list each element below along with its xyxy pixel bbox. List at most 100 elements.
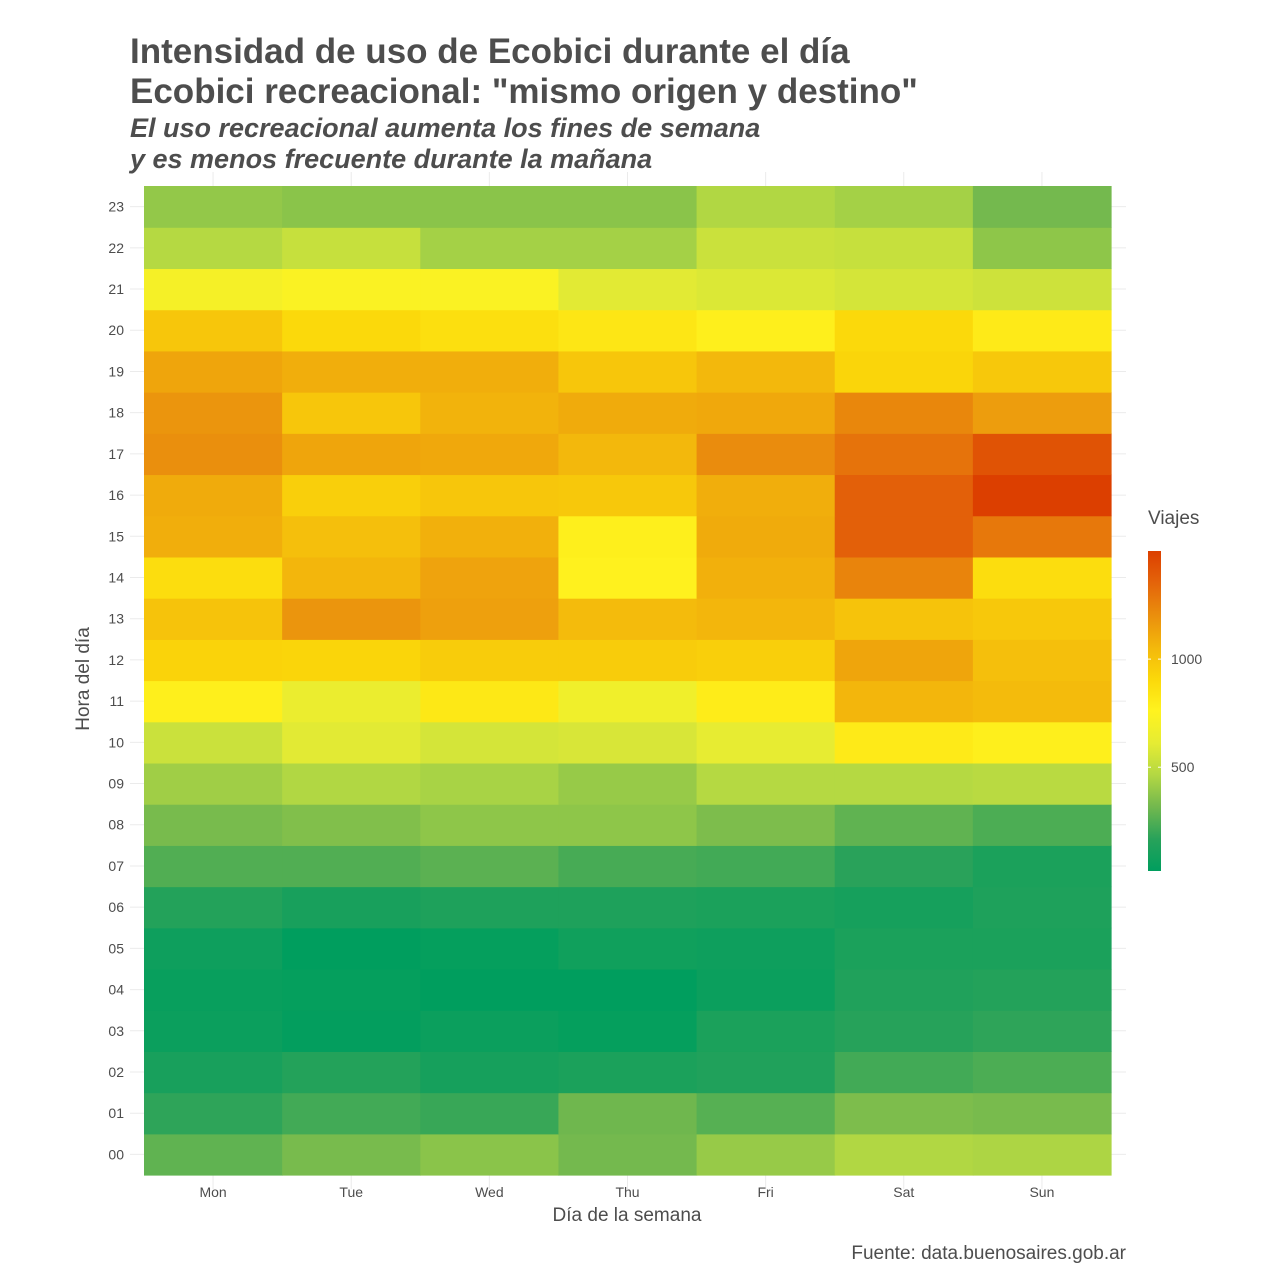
heatmap-cell [834,639,974,682]
heatmap-cell [420,680,560,723]
heatmap-cell [696,227,836,270]
colorbar-tick-label: 1000 [1171,651,1202,667]
heatmap-cell [558,392,698,434]
heatmap-cell [696,433,836,476]
heatmap-cell [972,721,1112,764]
heatmap-cell [834,515,974,558]
heatmap-cell [282,762,421,805]
heatmap-cell [420,804,560,846]
heatmap-cell [144,1010,283,1052]
heatmap-cell [420,1092,560,1135]
heatmap-cell [558,886,698,929]
heatmap-cell [144,350,283,393]
x-tick-label: Sat [893,1184,914,1200]
heatmap-cell [282,309,421,352]
x-axis-ticks: Mon Tue Wed Thu Fri Sat Sun [199,1184,1054,1200]
x-tick-label: Wed [475,1184,504,1200]
heatmap-cell [144,309,283,352]
heatmap-cell [696,845,836,888]
y-tick-label: 09 [108,776,124,792]
heatmap-cell [144,227,283,270]
heatmap-cell [144,721,283,764]
heatmap-cell [558,927,698,970]
heatmap-cell [420,350,560,393]
heatmap-cell [834,968,974,1011]
heatmap-cell [834,1092,974,1135]
heatmap-cell [420,886,560,929]
heatmap-cell [282,598,421,640]
heatmap-cell [144,515,283,558]
heatmap-cell [420,1051,560,1094]
heatmap-cell [696,350,836,393]
heatmap-cell [972,845,1112,888]
heatmap-cell [972,639,1112,682]
heatmap-cell [558,1133,698,1176]
heatmap-cell [282,1010,421,1052]
y-tick-label: 14 [108,569,124,585]
heatmap-cell [282,804,421,846]
heatmap-cell [834,433,974,476]
heatmap-cell [972,515,1112,558]
y-tick-label: 06 [108,899,124,915]
heatmap-cell [144,680,283,723]
colorbar-title: Viajes [1148,508,1199,529]
heatmap-cell [282,556,421,599]
heatmap-cell [834,474,974,517]
heatmap-cell [696,1133,836,1176]
y-tick-label: 17 [108,446,124,462]
heatmap-cell [972,762,1112,805]
heatmap-cell [558,433,698,476]
y-tick-label: 23 [108,199,124,215]
heatmap-cell [282,680,421,723]
heatmap-cell [144,886,283,929]
heatmap-cell [282,1092,421,1135]
heatmap-cell [420,186,560,228]
heatmap-cell [282,392,421,434]
heatmap-cell [696,598,836,640]
heatmap-cell [696,762,836,805]
heatmap-cell [558,721,698,764]
heatmap-cell [834,886,974,929]
heatmap-cell [144,639,283,682]
heatmap-cell [282,268,421,311]
x-tick-label: Thu [615,1184,639,1200]
y-axis-ticks: 00 01 02 03 04 05 06 07 08 09 10 11 12 13 14 15 16 17 18 19… [108,199,124,1163]
heatmap-cell [834,1051,974,1094]
heatmap-cell [558,1092,698,1135]
heatmap-cell [972,804,1112,846]
heatmap-cell [558,762,698,805]
heatmap-cell [420,433,560,476]
y-tick-label: 08 [108,817,124,833]
heatmap-cell [282,968,421,1011]
heatmap-cell [972,392,1112,434]
heatmap-cell [558,309,698,352]
heatmap-cell [696,639,836,682]
y-tick-label: 05 [108,940,124,956]
heatmap-cells [144,186,1112,1176]
heatmap-cell [282,186,421,228]
y-tick-label: 22 [108,240,124,256]
y-tick-label: 21 [108,281,124,297]
heatmap-cell [144,1092,283,1135]
heatmap-cell [834,268,974,311]
heatmap-cell [144,1133,283,1176]
heatmap-cell [834,309,974,352]
heatmap-cell [972,886,1112,929]
heatmap-cell [972,927,1112,970]
heatmap-cell [696,1051,836,1094]
y-tick-label: 15 [108,528,124,544]
heatmap-cell [834,721,974,764]
heatmap-cell [834,845,974,888]
heatmap-cell [144,1051,283,1094]
heatmap-cell [144,186,283,228]
heatmap-cell [972,1051,1112,1094]
heatmap-cell [558,598,698,640]
heatmap-cell [972,1092,1112,1135]
heatmap-cell [282,845,421,888]
heatmap-cell [696,804,836,846]
heatmap-cell [834,1133,974,1176]
heatmap-cell [282,1051,421,1094]
heatmap-cell [972,186,1112,228]
heatmap-cell [696,886,836,929]
